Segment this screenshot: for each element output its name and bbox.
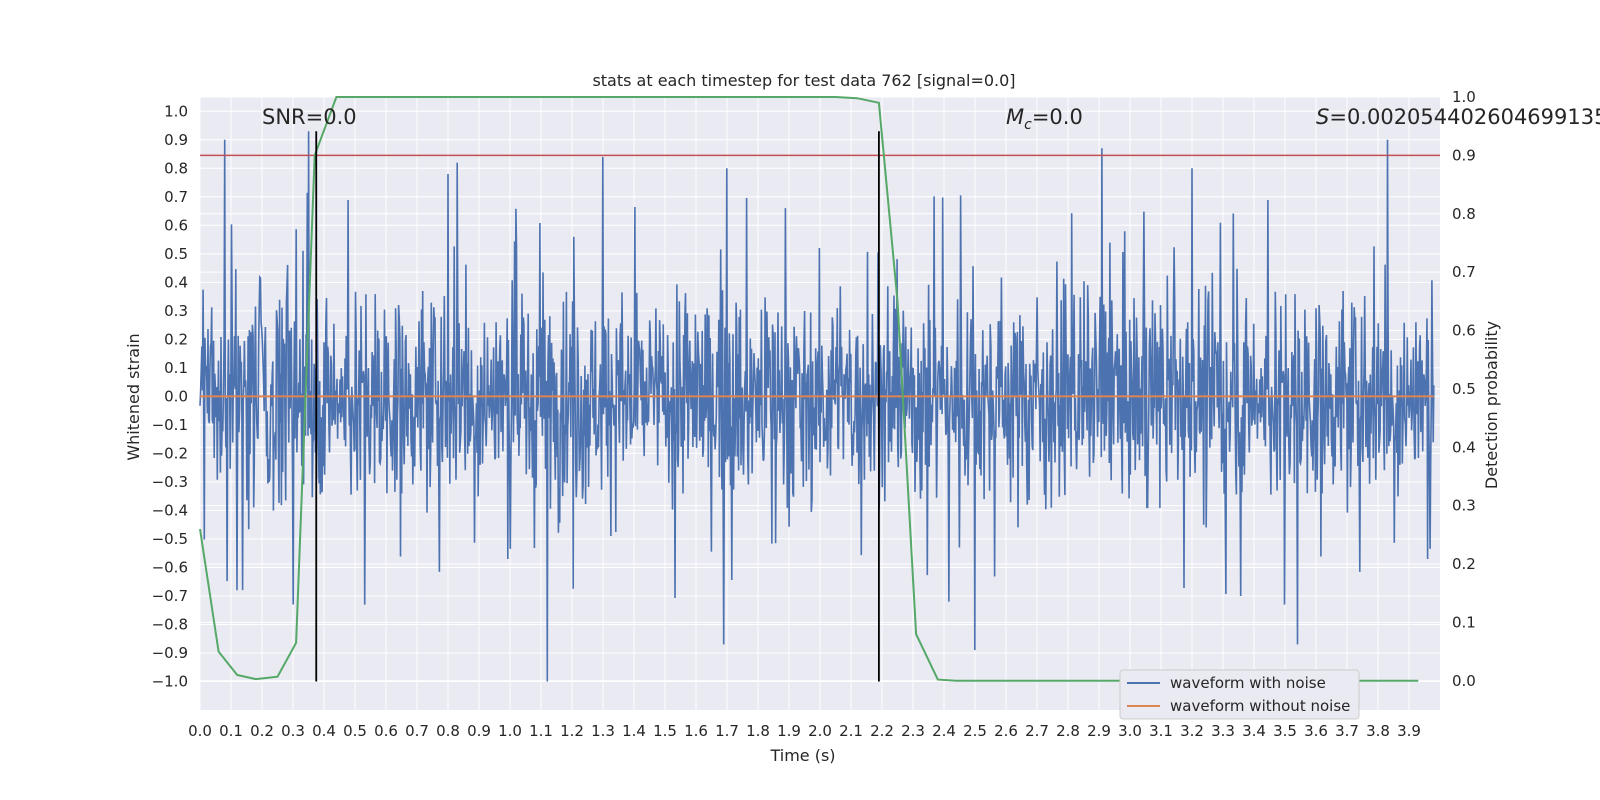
x-tick-label: 1.0: [498, 722, 522, 740]
y-right-tick-label: 0.4: [1452, 438, 1476, 456]
x-tick-label: 3.1: [1149, 722, 1173, 740]
x-tick-label: 0.5: [343, 722, 367, 740]
legend-box: [1119, 669, 1360, 720]
y-axis-label: Whitened strain: [124, 333, 143, 460]
x-tick-label: 0.6: [374, 722, 398, 740]
y-right-axis-label: Detection probability: [1482, 321, 1501, 489]
x-tick-label: 1.2: [560, 722, 584, 740]
x-tick-label: 1.4: [622, 722, 646, 740]
mc-annotation: Mc=0.0: [1006, 105, 1083, 133]
x-tick-label: 3.3: [1211, 722, 1235, 740]
y-tick-label: 0.9: [164, 131, 188, 149]
y-tick-label: 0.8: [164, 159, 188, 177]
x-tick-label: 1.3: [591, 722, 615, 740]
y-right-tick-labels: 1.0 0.9 0.8 0.7 0.6 0.5 0.4 0.3 0.2 0.1 0.0: [1452, 88, 1476, 690]
y-tick-label: 0.5: [164, 245, 188, 263]
y-right-tick-label: 1.0: [1452, 88, 1476, 106]
y-tick-label: −0.2: [152, 444, 188, 462]
marker-lines: [315, 131, 880, 682]
x-tick-label: 3.6: [1304, 722, 1328, 740]
x-tick-label: 1.1: [529, 722, 553, 740]
x-tick-label: 0.4: [312, 722, 336, 740]
x-tick-label: 3.9: [1397, 722, 1421, 740]
x-tick-label: 1.5: [653, 722, 677, 740]
y-right-tick-label: 0.7: [1452, 263, 1476, 281]
y-right-tick-label: 0.9: [1452, 146, 1476, 164]
y-tick-label: 0.2: [164, 330, 188, 348]
x-tick-label: 2.9: [1087, 722, 1111, 740]
s-annotation: S=0.0020544026046991357: [1316, 105, 1600, 129]
y-tick-label: 0.3: [164, 302, 188, 320]
y-tick-label: 1.0: [164, 102, 188, 120]
x-tick-label: 2.2: [870, 722, 894, 740]
x-tick-label: 2.1: [839, 722, 863, 740]
x-tick-label: 1.6: [684, 722, 708, 740]
x-tick-label: 0.2: [250, 722, 274, 740]
x-tick-label: 3.8: [1366, 722, 1390, 740]
series-waveform-with-noise: [199, 131, 1435, 682]
y-right-tick-label: 0.2: [1452, 555, 1476, 573]
noise-line: [199, 131, 1435, 682]
x-tick-labels: 0.0 0.1 0.2 0.3 0.4 0.5 0.6 0.7 0.8 0.9 1.0 1.1 1.2 1…: [188, 722, 1421, 740]
x-tick-label: 0.8: [436, 722, 460, 740]
y-tick-label: −0.4: [152, 501, 188, 519]
x-tick-label: 1.8: [746, 722, 770, 740]
y-tick-label: 0.6: [164, 216, 188, 234]
x-tick-label: 2.3: [901, 722, 925, 740]
x-tick-label: 3.7: [1335, 722, 1359, 740]
y-right-tick-label: 0.6: [1452, 322, 1476, 340]
x-tick-label: 2.6: [994, 722, 1018, 740]
y-right-tick-label: 0.1: [1452, 613, 1476, 631]
y-tick-label: −0.1: [152, 416, 188, 434]
series-detection-probability: [199, 96, 1419, 682]
x-tick-label: 3.4: [1242, 722, 1266, 740]
snr-annotation: SNR=0.0: [262, 105, 357, 129]
y-right-tick-label: 0.0: [1452, 672, 1476, 690]
y-right-tick-label: 0.5: [1452, 380, 1476, 398]
y-right-tick-label: 0.3: [1452, 497, 1476, 515]
y-tick-label: 0.7: [164, 188, 188, 206]
x-tick-label: 0.3: [281, 722, 305, 740]
x-tick-label: 3.5: [1273, 722, 1297, 740]
y-tick-label: −0.9: [152, 644, 188, 662]
y-tick-label: −0.6: [152, 558, 188, 576]
x-tick-label: 0.1: [219, 722, 243, 740]
y-tick-label: 0.1: [164, 359, 188, 377]
x-tick-label: 2.4: [932, 722, 956, 740]
y-tick-label: −0.3: [152, 473, 188, 491]
y-tick-label: −0.8: [152, 615, 188, 633]
probability-line: [199, 96, 1419, 682]
x-tick-label: 0.9: [467, 722, 491, 740]
x-axis-label: Time (s): [769, 746, 835, 765]
y-tick-label: −0.7: [152, 587, 188, 605]
x-tick-label: 3.0: [1118, 722, 1142, 740]
chart-title: stats at each timestep for test data 762…: [592, 71, 1015, 90]
x-tick-label: 0.7: [405, 722, 429, 740]
y-tick-label: −0.5: [152, 530, 188, 548]
y-tick-label: −1.0: [152, 672, 188, 690]
x-tick-label: 2.7: [1025, 722, 1049, 740]
x-tick-label: 2.8: [1056, 722, 1080, 740]
legend-label-clean: waveform without noise: [1170, 697, 1350, 715]
x-tick-label: 3.2: [1180, 722, 1204, 740]
y-right-tick-label: 0.8: [1452, 205, 1476, 223]
x-tick-label: 0.0: [188, 722, 212, 740]
x-tick-label: 2.0: [808, 722, 832, 740]
x-tick-label: 2.5: [963, 722, 987, 740]
y-tick-labels: 1.0 0.9 0.8 0.7 0.6 0.5 0.4 0.3 0.2 0.1 0.0 −0.1 −0.…: [152, 102, 188, 690]
legend: waveform with noise waveform without noi…: [1119, 669, 1360, 720]
legend-label-noise: waveform with noise: [1170, 674, 1326, 692]
x-tick-label: 1.9: [777, 722, 801, 740]
y-tick-label: 0.0: [164, 387, 188, 405]
y-tick-label: 0.4: [164, 273, 188, 291]
x-tick-label: 1.7: [715, 722, 739, 740]
